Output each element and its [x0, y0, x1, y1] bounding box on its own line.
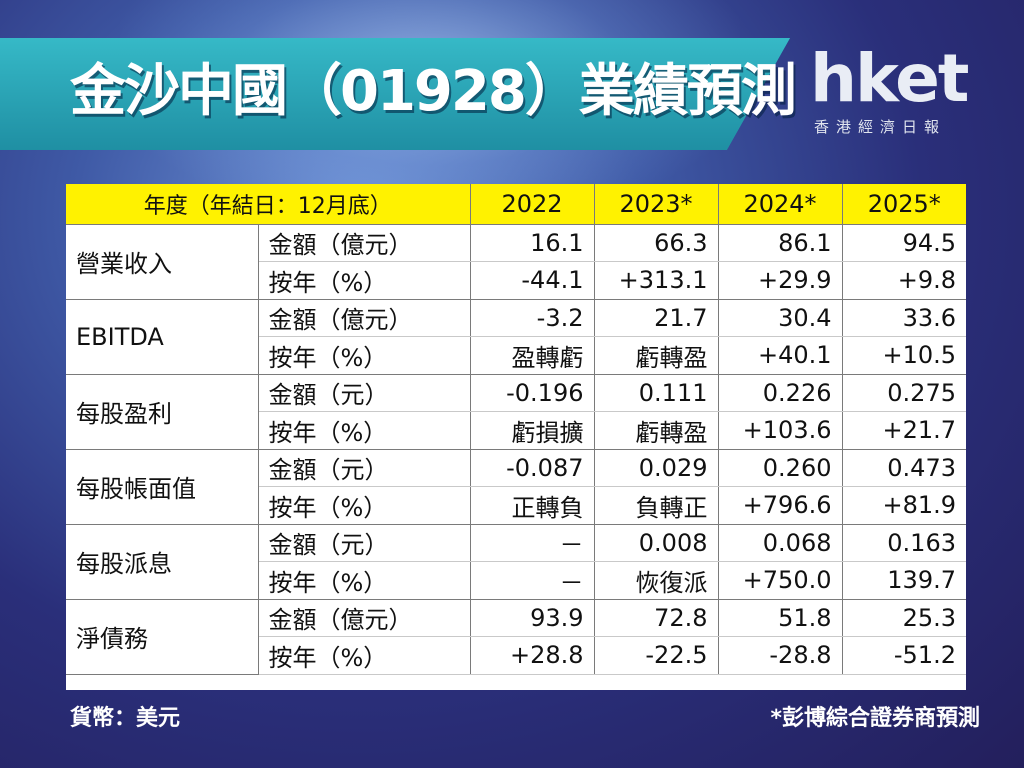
- metric-eps: 每股盈利: [66, 374, 259, 450]
- row-label: 金額（元）: [258, 374, 471, 412]
- cell-value: +796.6: [718, 486, 843, 525]
- cell-value: 0.226: [718, 374, 843, 412]
- metric-dps: 每股派息: [66, 524, 259, 600]
- row-label: 按年（%）: [258, 336, 471, 375]
- cell-value: 0.029: [594, 449, 719, 487]
- table-header-row: 年度（年結日：12月底） 2022 2023* 2024* 2025*: [66, 184, 966, 225]
- cell-value: -22.5: [594, 636, 719, 675]
- cell-value: 虧轉盈: [594, 336, 719, 375]
- cell-value: -0.196: [470, 374, 595, 412]
- cell-value: 94.5: [842, 224, 966, 262]
- row-label: 按年（%）: [258, 636, 471, 675]
- cell-value: -28.8: [718, 636, 843, 675]
- cell-value: 30.4: [718, 299, 843, 337]
- cell-value: +29.9: [718, 261, 843, 300]
- header-2023: 2023*: [594, 184, 719, 225]
- cell-value: 139.7: [842, 561, 966, 600]
- cell-value: +750.0: [718, 561, 843, 600]
- cell-value: 負轉正: [594, 486, 719, 525]
- cell-value: +28.8: [470, 636, 595, 675]
- metric-net-debt: 淨債務: [66, 599, 259, 675]
- cell-value: 66.3: [594, 224, 719, 262]
- cell-value: +10.5: [842, 336, 966, 375]
- cell-value: 虧損擴: [470, 411, 595, 450]
- cell-value: 33.6: [842, 299, 966, 337]
- row-label: 金額（億元）: [258, 599, 471, 637]
- cell-value: －: [470, 524, 595, 562]
- header-2024: 2024*: [718, 184, 843, 225]
- table-row: 按年（%） 虧損擴 虧轉盈 +103.6 +21.7: [66, 411, 966, 450]
- cell-value: 虧轉盈: [594, 411, 719, 450]
- cell-value: +9.8: [842, 261, 966, 300]
- row-label: 按年（%）: [258, 411, 471, 450]
- cell-value: +313.1: [594, 261, 719, 300]
- header-2025: 2025*: [842, 184, 966, 225]
- cell-value: 0.008: [594, 524, 719, 562]
- cell-value: 0.163: [842, 524, 966, 562]
- title-band: [0, 38, 790, 150]
- table-row: 按年（%） 盈轉虧 虧轉盈 +40.1 +10.5: [66, 336, 966, 375]
- header-2022: 2022: [470, 184, 595, 225]
- cell-value: －: [470, 561, 595, 600]
- metric-revenue: 營業收入: [66, 224, 259, 300]
- cell-value: 恢復派: [594, 561, 719, 600]
- cell-value: 0.068: [718, 524, 843, 562]
- table-row: 淨債務 金額（億元） 93.9 72.8 51.8 25.3: [66, 599, 966, 675]
- table-row: 按年（%） － 恢復派 +750.0 139.7: [66, 561, 966, 600]
- cell-value: -51.2: [842, 636, 966, 675]
- hket-logo: hket 香港經濟日報: [806, 42, 996, 138]
- cell-value: 0.473: [842, 449, 966, 487]
- cell-value: -44.1: [470, 261, 595, 300]
- cell-value: 0.111: [594, 374, 719, 412]
- cell-value: -3.2: [470, 299, 595, 337]
- cell-value: 25.3: [842, 599, 966, 637]
- cell-value: -0.087: [470, 449, 595, 487]
- metric-ebitda: EBITDA: [66, 299, 259, 375]
- header-year-label: 年度（年結日：12月底）: [66, 184, 471, 225]
- page-title: 金沙中國（01928）業績預測: [70, 59, 797, 124]
- cell-value: 21.7: [594, 299, 719, 337]
- row-label: 金額（元）: [258, 449, 471, 487]
- logo-brand: hket: [810, 40, 969, 117]
- currency-note: 貨幣：美元: [70, 706, 181, 731]
- cell-value: +81.9: [842, 486, 966, 525]
- table-row: 按年（%） +28.8 -22.5 -28.8 -51.2: [66, 636, 966, 675]
- row-label: 按年（%）: [258, 561, 471, 600]
- table-row: 每股盈利 金額（元） -0.196 0.111 0.226 0.275: [66, 374, 966, 450]
- table-row: 按年（%） 正轉負 負轉正 +796.6 +81.9: [66, 486, 966, 525]
- table-row: 營業收入 金額（億元） 16.1 66.3 86.1 94.5: [66, 224, 966, 300]
- cell-value: +40.1: [718, 336, 843, 375]
- row-label: 金額（億元）: [258, 224, 471, 262]
- table-row: 每股派息 金額（元） － 0.008 0.068 0.163: [66, 524, 966, 600]
- metric-bvps: 每股帳面值: [66, 449, 259, 525]
- logo-tagline: 香港經濟日報: [814, 118, 947, 136]
- cell-value: 86.1: [718, 224, 843, 262]
- cell-value: 盈轉虧: [470, 336, 595, 375]
- row-label: 按年（%）: [258, 261, 471, 300]
- row-label: 按年（%）: [258, 486, 471, 525]
- table-row: EBITDA 金額（億元） -3.2 21.7 30.4 33.6: [66, 299, 966, 375]
- source-note: *彭博綜合證券商預測: [770, 706, 980, 731]
- cell-value: 正轉負: [470, 486, 595, 525]
- cell-value: 0.260: [718, 449, 843, 487]
- table-row: 每股帳面值 金額（元） -0.087 0.029 0.260 0.473: [66, 449, 966, 525]
- cell-value: 16.1: [470, 224, 595, 262]
- cell-value: 93.9: [470, 599, 595, 637]
- forecast-table-card: 年度（年結日：12月底） 2022 2023* 2024* 2025* 營業收入…: [66, 184, 966, 690]
- cell-value: 0.275: [842, 374, 966, 412]
- row-label: 金額（元）: [258, 524, 471, 562]
- row-label: 金額（億元）: [258, 299, 471, 337]
- forecast-table: 年度（年結日：12月底） 2022 2023* 2024* 2025* 營業收入…: [66, 184, 966, 675]
- cell-value: 72.8: [594, 599, 719, 637]
- cell-value: +103.6: [718, 411, 843, 450]
- cell-value: 51.8: [718, 599, 843, 637]
- table-row: 按年（%） -44.1 +313.1 +29.9 +9.8: [66, 261, 966, 300]
- cell-value: +21.7: [842, 411, 966, 450]
